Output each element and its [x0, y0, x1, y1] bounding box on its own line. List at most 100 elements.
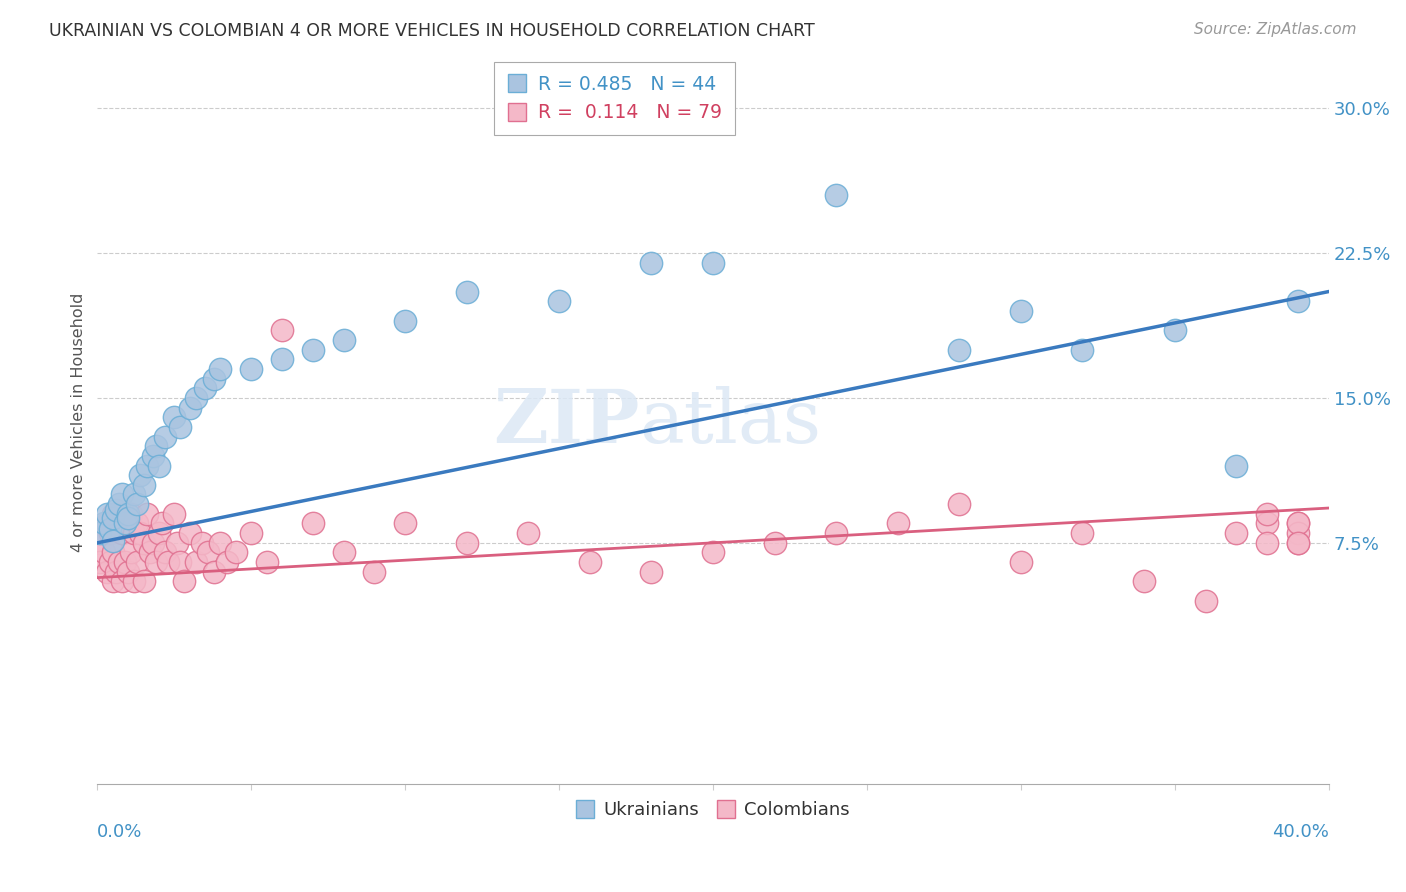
Text: UKRAINIAN VS COLOMBIAN 4 OR MORE VEHICLES IN HOUSEHOLD CORRELATION CHART: UKRAINIAN VS COLOMBIAN 4 OR MORE VEHICLE… — [49, 22, 815, 40]
Point — [96, 507, 118, 521]
Point — [702, 255, 724, 269]
Point — [111, 526, 134, 541]
Point — [184, 391, 207, 405]
Point — [153, 545, 176, 559]
Point — [271, 323, 294, 337]
Point — [240, 362, 263, 376]
Point — [1071, 526, 1094, 541]
Point — [169, 420, 191, 434]
Point — [179, 526, 201, 541]
Point — [948, 497, 970, 511]
Point — [197, 545, 219, 559]
Point — [548, 294, 571, 309]
Point — [517, 526, 540, 541]
Point — [114, 516, 136, 531]
Point — [153, 429, 176, 443]
Point — [1010, 304, 1032, 318]
Point — [132, 536, 155, 550]
Point — [135, 507, 157, 521]
Point — [332, 333, 354, 347]
Point — [640, 255, 662, 269]
Point — [256, 555, 278, 569]
Point — [166, 536, 188, 550]
Point — [184, 555, 207, 569]
Y-axis label: 4 or more Vehicles in Household: 4 or more Vehicles in Household — [72, 293, 86, 552]
Point — [98, 522, 121, 536]
Point — [111, 487, 134, 501]
Point — [96, 516, 118, 531]
Point — [1256, 536, 1278, 550]
Point — [120, 507, 142, 521]
Point — [150, 516, 173, 531]
Point — [1194, 594, 1216, 608]
Point — [225, 545, 247, 559]
Point — [1133, 574, 1156, 589]
Point — [129, 526, 152, 541]
Point — [101, 533, 124, 548]
Point — [202, 371, 225, 385]
Point — [93, 526, 115, 541]
Point — [394, 516, 416, 531]
Point — [1286, 536, 1309, 550]
Point — [145, 439, 167, 453]
Text: ZIP: ZIP — [492, 385, 640, 458]
Point — [191, 536, 214, 550]
Point — [98, 555, 121, 569]
Point — [132, 478, 155, 492]
Point — [101, 510, 124, 524]
Point — [89, 536, 111, 550]
Point — [1071, 343, 1094, 357]
Point — [117, 510, 139, 524]
Point — [163, 410, 186, 425]
Point — [129, 468, 152, 483]
Point — [104, 516, 127, 531]
Point — [93, 516, 115, 531]
Point — [640, 565, 662, 579]
Point — [117, 516, 139, 531]
Point — [179, 401, 201, 415]
Point — [1256, 516, 1278, 531]
Point — [456, 285, 478, 299]
Point — [89, 555, 111, 569]
Point — [173, 574, 195, 589]
Point — [142, 449, 165, 463]
Point — [302, 343, 325, 357]
Point — [127, 516, 149, 531]
Point — [142, 536, 165, 550]
Point — [202, 565, 225, 579]
Point — [1286, 536, 1309, 550]
Point — [1286, 294, 1309, 309]
Point — [1164, 323, 1187, 337]
Point — [101, 574, 124, 589]
Point — [1010, 555, 1032, 569]
Point — [114, 555, 136, 569]
Point — [117, 507, 139, 521]
Point — [194, 381, 217, 395]
Point — [135, 458, 157, 473]
Point — [98, 526, 121, 541]
Point — [108, 555, 131, 569]
Point — [120, 545, 142, 559]
Point — [240, 526, 263, 541]
Point — [1286, 516, 1309, 531]
Text: 0.0%: 0.0% — [97, 823, 143, 841]
Point — [163, 507, 186, 521]
Point — [579, 555, 602, 569]
Point — [108, 507, 131, 521]
Point — [1286, 526, 1309, 541]
Point — [763, 536, 786, 550]
Point — [114, 507, 136, 521]
Point — [124, 487, 146, 501]
Point — [456, 536, 478, 550]
Point — [132, 574, 155, 589]
Point — [1225, 526, 1247, 541]
Point — [363, 565, 385, 579]
Point — [702, 545, 724, 559]
Point — [825, 526, 848, 541]
Point — [117, 565, 139, 579]
Point — [145, 555, 167, 569]
Point — [127, 497, 149, 511]
Point — [93, 545, 115, 559]
Point — [271, 352, 294, 367]
Point — [101, 545, 124, 559]
